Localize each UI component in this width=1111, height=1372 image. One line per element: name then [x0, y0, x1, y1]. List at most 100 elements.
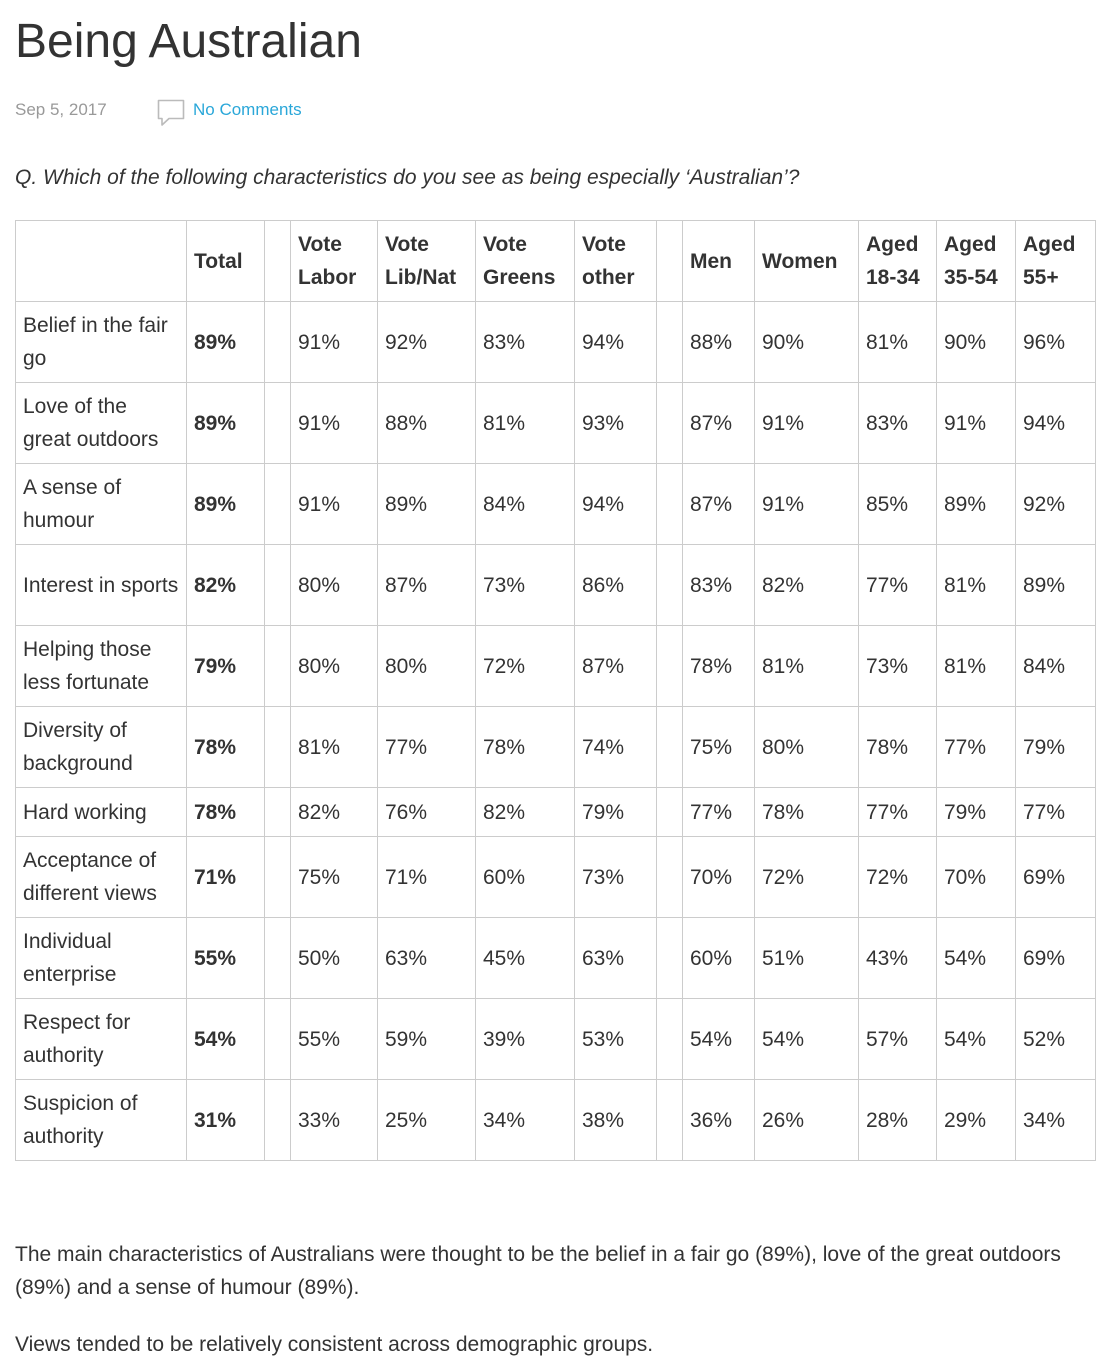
- cell-vote-libnat: 76%: [377, 787, 476, 837]
- header-spacer: [656, 220, 683, 302]
- table-row: A sense of humour 89% 91% 89% 84% 94% 87% 91% 85…: [15, 463, 1096, 545]
- header-spacer: [264, 220, 291, 302]
- cell-vote-labor: 82%: [290, 787, 378, 837]
- cell-women: 51%: [754, 917, 859, 999]
- cell-vote-libnat: 88%: [377, 382, 476, 464]
- table-row: Love of the great outdoors 89% 91% 88% 81% 93…: [15, 382, 1096, 464]
- cell-aged-35-54: 54%: [936, 998, 1016, 1080]
- cell-vote-labor: 55%: [290, 998, 378, 1080]
- row-label: Individual enterprise: [15, 917, 187, 999]
- cell-aged-18-34: 43%: [858, 917, 937, 999]
- cell-aged-18-34: 73%: [858, 625, 937, 707]
- table-row: Respect for authority 54% 55% 59% 39% 53% 54% 5…: [15, 998, 1096, 1080]
- cell-aged-55plus: 52%: [1015, 998, 1096, 1080]
- cell-men: 87%: [682, 463, 755, 545]
- cell-vote-greens: 78%: [475, 706, 575, 788]
- row-label: Diversity of background: [15, 706, 187, 788]
- table-row: Diversity of background 78% 81% 77% 78% 74% 75…: [15, 706, 1096, 788]
- cell-spacer: [264, 836, 291, 918]
- cell-aged-18-34: 77%: [858, 787, 937, 837]
- cell-vote-libnat: 87%: [377, 544, 476, 626]
- cell-women: 26%: [754, 1079, 859, 1161]
- cell-aged-35-54: 81%: [936, 544, 1016, 626]
- cell-vote-labor: 33%: [290, 1079, 378, 1161]
- cell-total: 78%: [186, 787, 265, 837]
- cell-women: 72%: [754, 836, 859, 918]
- speech-bubble-icon[interactable]: [156, 98, 186, 128]
- cell-total: 89%: [186, 463, 265, 545]
- cell-spacer: [656, 998, 683, 1080]
- cell-vote-greens: 83%: [475, 301, 575, 383]
- cell-aged-35-54: 91%: [936, 382, 1016, 464]
- cell-aged-18-34: 57%: [858, 998, 937, 1080]
- row-label: Helping those less fortunate: [15, 625, 187, 707]
- cell-aged-35-54: 90%: [936, 301, 1016, 383]
- cell-aged-55plus: 34%: [1015, 1079, 1096, 1161]
- cell-spacer: [264, 382, 291, 464]
- row-label: Interest in sports: [15, 544, 187, 626]
- cell-vote-labor: 80%: [290, 625, 378, 707]
- cell-men: 88%: [682, 301, 755, 383]
- cell-vote-labor: 81%: [290, 706, 378, 788]
- cell-spacer: [264, 787, 291, 837]
- table-header-row: Total Vote Labor Vote Lib/Nat Vote Green…: [15, 220, 1096, 302]
- table-row: Helping those less fortunate 79% 80% 80% 72%…: [15, 625, 1096, 707]
- cell-spacer: [656, 706, 683, 788]
- cell-vote-greens: 72%: [475, 625, 575, 707]
- cell-vote-libnat: 92%: [377, 301, 476, 383]
- cell-vote-greens: 34%: [475, 1079, 575, 1161]
- table-row: Belief in the fair go 89% 91% 92% 83% 94% 88% 9…: [15, 301, 1096, 383]
- cell-vote-greens: 39%: [475, 998, 575, 1080]
- cell-men: 75%: [682, 706, 755, 788]
- cell-spacer: [264, 463, 291, 545]
- cell-total: 71%: [186, 836, 265, 918]
- summary-paragraph: Views tended to be relatively consistent…: [15, 1333, 654, 1356]
- cell-aged-35-54: 79%: [936, 787, 1016, 837]
- header-aged-35-54: Aged 35-54: [936, 220, 1016, 302]
- cell-spacer: [656, 544, 683, 626]
- table-row: Interest in sports 82% 80% 87% 73% 86% 83% 82% 7…: [15, 544, 1096, 626]
- header-vote-labor: Vote Labor: [290, 220, 378, 302]
- table-row: Individual enterprise 55% 50% 63% 45% 63% 60% 5…: [15, 917, 1096, 999]
- cell-vote-libnat: 80%: [377, 625, 476, 707]
- cell-aged-35-54: 70%: [936, 836, 1016, 918]
- cell-vote-labor: 50%: [290, 917, 378, 999]
- cell-total: 89%: [186, 301, 265, 383]
- cell-vote-other: 87%: [574, 625, 657, 707]
- survey-question: Q. Which of the following characteristic…: [15, 166, 800, 189]
- cell-aged-35-54: 29%: [936, 1079, 1016, 1161]
- cell-vote-labor: 75%: [290, 836, 378, 918]
- cell-spacer: [656, 463, 683, 545]
- cell-men: 70%: [682, 836, 755, 918]
- cell-total: 79%: [186, 625, 265, 707]
- cell-vote-greens: 84%: [475, 463, 575, 545]
- cell-vote-other: 73%: [574, 836, 657, 918]
- cell-women: 80%: [754, 706, 859, 788]
- row-label: Love of the great outdoors: [15, 382, 187, 464]
- header-vote-libnat: Vote Lib/Nat: [377, 220, 476, 302]
- cell-total: 54%: [186, 998, 265, 1080]
- cell-vote-greens: 81%: [475, 382, 575, 464]
- cell-aged-55plus: 96%: [1015, 301, 1096, 383]
- cell-vote-labor: 91%: [290, 382, 378, 464]
- cell-men: 83%: [682, 544, 755, 626]
- cell-aged-18-34: 83%: [858, 382, 937, 464]
- cell-aged-18-34: 81%: [858, 301, 937, 383]
- cell-vote-labor: 91%: [290, 463, 378, 545]
- row-label: Belief in the fair go: [15, 301, 187, 383]
- cell-vote-greens: 60%: [475, 836, 575, 918]
- cell-vote-libnat: 59%: [377, 998, 476, 1080]
- header-vote-greens: Vote Greens: [475, 220, 575, 302]
- row-label: A sense of humour: [15, 463, 187, 545]
- cell-vote-other: 63%: [574, 917, 657, 999]
- header-men: Men: [682, 220, 755, 302]
- cell-women: 54%: [754, 998, 859, 1080]
- cell-spacer: [656, 836, 683, 918]
- cell-aged-35-54: 54%: [936, 917, 1016, 999]
- cell-spacer: [264, 1079, 291, 1161]
- comments-link[interactable]: No Comments: [193, 100, 302, 119]
- cell-vote-libnat: 25%: [377, 1079, 476, 1161]
- cell-vote-labor: 80%: [290, 544, 378, 626]
- cell-women: 91%: [754, 463, 859, 545]
- cell-spacer: [264, 917, 291, 999]
